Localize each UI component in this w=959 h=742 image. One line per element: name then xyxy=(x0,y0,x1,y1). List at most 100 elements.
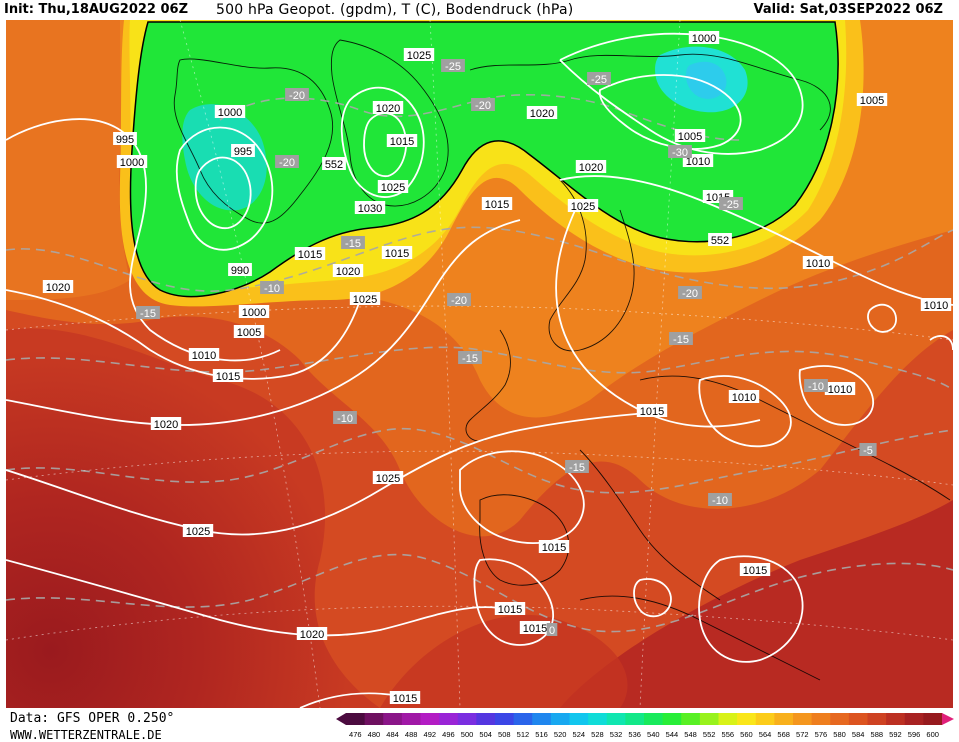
temperature-label: -10 xyxy=(804,379,828,393)
isobar-label-text: 1015 xyxy=(485,199,509,211)
legend-tick-label: 588 xyxy=(871,730,884,739)
isobar-label: 995 xyxy=(113,132,137,146)
isobar-label: 1000 xyxy=(214,105,246,119)
isobar-label-text: 1005 xyxy=(237,327,261,339)
temperature-label: -25 xyxy=(587,72,611,86)
chart-title: 500 hPa Geopot. (gpdm), T (C), Bodendruc… xyxy=(216,2,574,18)
legend-tick-label: 580 xyxy=(833,730,846,739)
isobar-label: 1010 xyxy=(802,256,834,270)
valid-time-label: Valid: Sat,03SEP2022 06Z xyxy=(753,2,943,17)
isobar-labels: 1000 1025 1005 1000 1020 1020 995 1015 1005 995 10… xyxy=(42,31,952,705)
isobar-label-text: 1005 xyxy=(678,131,702,143)
isobar-label-text: 1025 xyxy=(376,473,400,485)
temperature-label-text: -25 xyxy=(445,61,461,73)
legend-swatch xyxy=(513,713,533,725)
isobar-label-text: 1020 xyxy=(579,162,603,174)
website-link[interactable]: WWW.WETTERZENTRALE.DE xyxy=(10,728,162,742)
isobar-label-text: 1025 xyxy=(407,50,431,62)
temperature-label-text: -5 xyxy=(863,445,873,457)
temperature-label: -15 xyxy=(341,236,365,250)
isobar-label-text: 1025 xyxy=(186,526,210,538)
temperature-label: -20 xyxy=(285,88,309,102)
temperature-label: -15 xyxy=(669,332,693,346)
legend-tick-label: 484 xyxy=(386,730,399,739)
isobar-label-text: 1010 xyxy=(806,258,830,270)
legend-swatch xyxy=(532,713,552,725)
legend-swatch xyxy=(681,713,701,725)
legend-right-arrow xyxy=(942,713,954,725)
isobar-label: 1000 xyxy=(238,305,270,319)
isobar-label: 1020 xyxy=(372,101,404,115)
isobar-label-text: 1000 xyxy=(692,33,716,45)
legend-swatch xyxy=(401,713,421,725)
legend-tick-label: 564 xyxy=(759,730,772,739)
legend-tick-label: 576 xyxy=(815,730,828,739)
legend-swatch xyxy=(457,713,477,725)
legend-tick-label: 520 xyxy=(554,730,567,739)
isobar-label-text: 1015 xyxy=(298,249,322,261)
weather-map[interactable]: 1000 1025 1005 1000 1020 1020 995 1015 1005 995 10… xyxy=(6,20,953,708)
isobar-label: 1020 xyxy=(526,106,558,120)
isobar-label-text: 995 xyxy=(234,146,252,158)
isobar-label: 1015 xyxy=(386,134,418,148)
isobar-label: 1015 xyxy=(481,197,513,211)
legend-swatch xyxy=(886,713,906,725)
isobar-label-text: 1015 xyxy=(393,693,417,705)
temperature-label-text: -15 xyxy=(569,462,585,474)
legend-tick-label: 592 xyxy=(889,730,902,739)
orange-west-zone xyxy=(6,20,140,300)
isobar-label: 1015 xyxy=(212,369,244,383)
legend-tick-label: 540 xyxy=(647,730,660,739)
warm-south-zone xyxy=(380,614,628,708)
legend-tick-label: 492 xyxy=(424,730,437,739)
temperature-label: -20 xyxy=(678,286,702,300)
isobar-label: 1000 xyxy=(116,155,148,169)
isobar-label: 1000 xyxy=(688,31,720,45)
isobar-label: 1015 xyxy=(519,621,551,635)
isobar-label: 1020 xyxy=(575,160,607,174)
temperature-label-text: -15 xyxy=(462,353,478,365)
cyan-core-zone xyxy=(686,61,727,99)
legend-swatch xyxy=(737,713,757,725)
temperature-label: -30 xyxy=(668,145,692,159)
legend-tick-label: 488 xyxy=(405,730,418,739)
isobar-label: 1020 xyxy=(296,627,328,641)
isobar-label: 1025 xyxy=(349,292,381,306)
isobar-label: 1005 xyxy=(856,93,888,107)
isobar-label-text: 1000 xyxy=(218,107,242,119)
legend-tick-label: 516 xyxy=(535,730,548,739)
lat-lon-grid xyxy=(6,20,953,708)
isobar-label: 1025 xyxy=(567,199,599,213)
legend-tick-label: 568 xyxy=(777,730,790,739)
legend-swatch xyxy=(606,713,626,725)
temperature-label-text: -20 xyxy=(279,157,295,169)
isobar-label: 1015 xyxy=(294,247,326,261)
legend-left-arrow xyxy=(336,713,346,725)
legend-tick-label: 496 xyxy=(442,730,455,739)
legend-tick-label: 600 xyxy=(926,730,939,739)
legend-swatch xyxy=(420,713,440,725)
temperature-label: -20 xyxy=(447,293,471,307)
isobar-label-text: 1020 xyxy=(530,108,554,120)
legend-tick-label: 532 xyxy=(610,730,623,739)
legend-swatch xyxy=(774,713,794,725)
temperature-label: -25 xyxy=(719,197,743,211)
isobar-label-text: 1000 xyxy=(120,157,144,169)
isobar-label-text: 995 xyxy=(116,134,134,146)
geopotential-color-legend: 476 480 484 488 492 496 500 504 508 512 516 520 524 5… xyxy=(336,713,954,739)
legend-swatch xyxy=(383,713,403,725)
legend-tick-label: 536 xyxy=(628,730,641,739)
isobar-label: 1015 xyxy=(739,563,771,577)
legend-swatch xyxy=(867,713,887,725)
legend-swatch xyxy=(439,713,459,725)
temperature-label-text: -25 xyxy=(591,74,607,86)
legend-tick-label: 556 xyxy=(722,730,735,739)
isobar-label: 1020 xyxy=(332,264,364,278)
isobar-label: 1025 xyxy=(372,471,404,485)
legend-swatch xyxy=(588,713,608,725)
temperature-label: -10 xyxy=(333,411,357,425)
temperature-label-text: -15 xyxy=(673,334,689,346)
isobar-label-text: 1015 xyxy=(640,406,664,418)
legend-swatch xyxy=(476,713,496,725)
isobar-label: 1015 xyxy=(538,540,570,554)
